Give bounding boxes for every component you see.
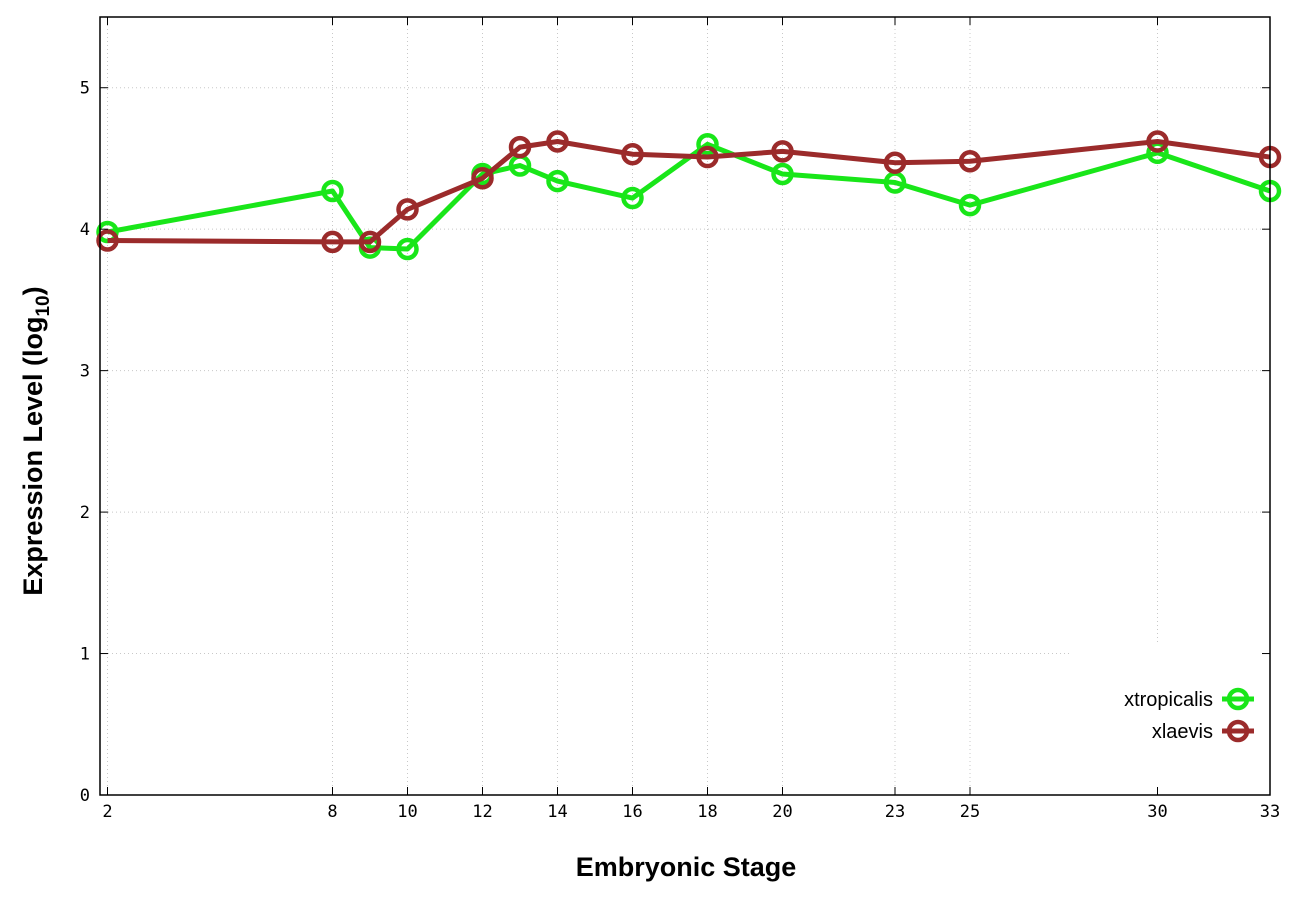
legend-label: xtropicalis bbox=[1124, 689, 1213, 711]
series-xlaevis bbox=[96, 130, 1282, 254]
x-tick-label: 8 bbox=[327, 802, 337, 822]
series-group bbox=[96, 130, 1282, 261]
data-point bbox=[958, 193, 982, 217]
data-point bbox=[771, 162, 794, 186]
x-tick-label: 20 bbox=[772, 802, 792, 822]
x-tick-label: 18 bbox=[697, 802, 717, 822]
legend-background bbox=[1072, 643, 1269, 794]
data-point bbox=[321, 179, 344, 203]
y-tick-label: 1 bbox=[80, 645, 90, 665]
data-point bbox=[396, 237, 419, 261]
data-point bbox=[471, 167, 494, 190]
y-tick-label: 0 bbox=[80, 786, 90, 806]
data-point bbox=[358, 230, 382, 254]
data-point bbox=[546, 169, 569, 193]
legend: xtropicalis xlaevis bbox=[1124, 687, 1254, 743]
data-point bbox=[883, 151, 907, 174]
x-tick-label: 16 bbox=[622, 802, 642, 822]
data-point bbox=[696, 133, 719, 156]
series-line bbox=[107, 138, 1271, 245]
legend-marker bbox=[1226, 687, 1250, 711]
series-line bbox=[107, 141, 1271, 252]
x-tick-label: 10 bbox=[397, 802, 417, 822]
data-point bbox=[696, 145, 719, 169]
legend-marker bbox=[1226, 719, 1250, 743]
data-point bbox=[546, 130, 569, 153]
plot-frame bbox=[99, 16, 1271, 796]
x-tick-label: 2 bbox=[102, 802, 112, 822]
data-point bbox=[1146, 130, 1169, 153]
data-point bbox=[508, 135, 532, 159]
y-axis-label-close: ) bbox=[18, 286, 48, 295]
y-tick-label: 3 bbox=[80, 362, 90, 382]
x-tick-label: 23 bbox=[885, 802, 905, 822]
data-point bbox=[96, 229, 119, 252]
y-axis-label-main: Expression Level (log bbox=[18, 317, 48, 596]
data-point bbox=[958, 150, 982, 173]
data-point bbox=[321, 230, 344, 254]
y-tick-label: 4 bbox=[80, 220, 90, 240]
x-axis-label: Embryonic Stage bbox=[576, 852, 797, 882]
x-tick-label: 33 bbox=[1260, 802, 1280, 822]
legend-label: xlaevis bbox=[1152, 721, 1213, 743]
x-tick-label: 12 bbox=[472, 802, 492, 822]
y-tick-label: 2 bbox=[80, 503, 90, 523]
x-tick-label: 30 bbox=[1147, 802, 1167, 822]
y-axis-label-sub: 10 bbox=[33, 295, 54, 316]
data-point bbox=[621, 142, 644, 166]
x-tick-label: 25 bbox=[960, 802, 980, 822]
data-point bbox=[771, 140, 794, 163]
x-tick-label: 14 bbox=[547, 802, 567, 822]
y-axis-label: Expression Level (log10) bbox=[18, 286, 54, 595]
data-point bbox=[396, 198, 419, 221]
data-point bbox=[621, 186, 644, 210]
grid bbox=[100, 17, 1271, 796]
y-tick-label: 5 bbox=[80, 79, 90, 99]
